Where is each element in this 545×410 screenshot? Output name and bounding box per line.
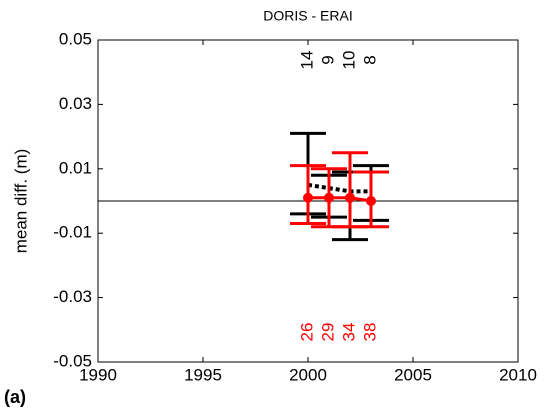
- y-tick-label: -0.05: [53, 351, 92, 370]
- y-tick-label: 0.01: [59, 158, 92, 177]
- y-axis-label: mean diff. (m): [11, 149, 30, 254]
- y-tick-label: -0.01: [53, 223, 92, 242]
- count-label: 26: [297, 323, 316, 342]
- mean-line: [308, 196, 372, 203]
- mean-marker: [303, 192, 313, 203]
- x-tick-label: 2010: [499, 365, 537, 384]
- chart-title: DORIS - ERAI: [263, 8, 352, 24]
- count-label: 9: [318, 55, 337, 64]
- x-tick-label: 2000: [289, 365, 327, 384]
- x-tick-label: 1990: [79, 365, 117, 384]
- count-label: 14: [297, 51, 316, 70]
- mean-line: [307, 182, 371, 194]
- y-tick-label: -0.03: [53, 287, 92, 306]
- y-tick-label: 0.03: [59, 94, 92, 113]
- x-tick-label: 1995: [184, 365, 222, 384]
- count-label: 34: [339, 323, 358, 342]
- mean-marker: [345, 192, 355, 203]
- panel-label: (a): [4, 387, 26, 407]
- count-label: 38: [360, 323, 379, 342]
- x-tick-label: 2005: [394, 365, 432, 384]
- count-label: 29: [318, 323, 337, 342]
- count-label: 10: [339, 51, 358, 70]
- mean-marker: [366, 196, 376, 206]
- count-label: 8: [360, 55, 379, 64]
- mean-marker: [324, 192, 334, 203]
- y-tick-label: 0.05: [59, 29, 92, 48]
